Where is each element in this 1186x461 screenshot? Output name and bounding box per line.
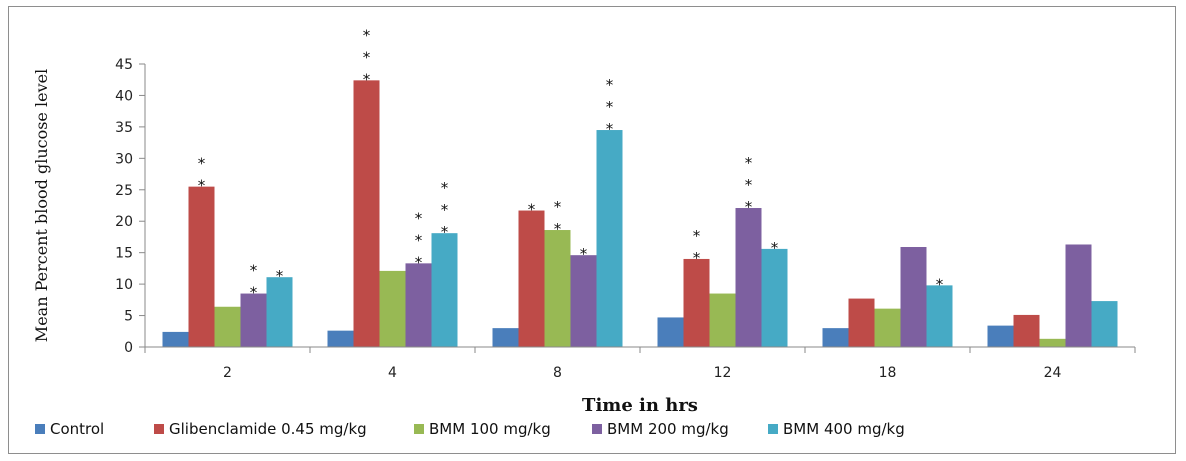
bar [162,331,189,347]
legend: Control Glibenclamide 0.45 mg/kg BMM 100 m… [35,420,905,438]
x-axis-title: Time in hrs [582,395,698,416]
bar [735,208,762,347]
x-tick-label: 24 [1044,365,1062,381]
bar [1013,314,1040,347]
bar [214,306,241,347]
bar [848,298,875,347]
bar [188,186,215,347]
bar [327,330,354,347]
x-axis-ticks: 2 4 8 12 18 24 [144,347,1136,381]
significance-star: * [554,198,562,216]
significance-star: * [580,245,588,263]
bar [822,328,849,347]
bar-series-group [162,80,1118,348]
legend-item: BMM 100 mg/kg [414,420,551,438]
legend-swatch [414,424,424,434]
y-tick-label: 30 [115,151,133,167]
bar [353,80,380,348]
significance-star: * [745,154,753,172]
significance-star: * [693,227,701,245]
chart-frame: Mean Percent blood glucose level 0 5 10 15 2… [8,6,1176,454]
bar [761,248,788,347]
bar [431,233,458,347]
significance-marks: * * * * * * * * * * * * * * * * * * * * * * * * * * * * [198,26,944,301]
bar [1039,338,1066,347]
legend-item: Glibenclamide 0.45 mg/kg [154,420,367,438]
y-tick-label: 20 [115,214,133,230]
significance-star: * [198,155,206,173]
bar [570,255,597,347]
legend-swatch [35,424,45,434]
significance-star: * [936,275,944,293]
legend-label: Glibenclamide 0.45 mg/kg [169,420,367,438]
bar [492,328,519,347]
bar-chart: Mean Percent blood glucose level 0 5 10 15 2… [32,26,1136,438]
bar [900,247,927,347]
legend-label: BMM 400 mg/kg [783,420,905,438]
y-axis-ticks: 0 5 10 15 20 25 30 35 40 45 [115,57,145,356]
significance-star: * [415,209,423,227]
y-tick-label: 25 [115,183,133,199]
significance-star: * [606,98,614,116]
legend-swatch [154,424,164,434]
significance-star: * [441,201,449,219]
y-tick-label: 15 [115,246,133,262]
significance-star: * [363,70,371,88]
x-tick-label: 4 [388,365,397,381]
y-axis-title: Mean Percent blood glucose level [32,69,51,342]
bar [518,210,545,347]
x-tick-label: 8 [553,365,562,381]
bar [657,317,684,347]
bar [544,230,571,347]
y-tick-label: 35 [115,120,133,136]
legend-item: BMM 200 mg/kg [592,420,729,438]
y-tick-label: 40 [115,88,133,104]
bar [709,293,736,347]
significance-star: * [198,177,206,195]
legend-item: BMM 400 mg/kg [768,420,905,438]
y-axis-title-group: Mean Percent blood glucose level [32,69,51,342]
significance-star: * [250,262,258,280]
bar [926,285,953,347]
y-tick-label: 10 [115,277,133,293]
bar [874,308,901,347]
significance-star: * [554,220,562,238]
bar [266,277,293,347]
x-tick-label: 12 [714,365,732,381]
significance-star: * [415,231,423,249]
x-tick-label: 2 [223,365,232,381]
significance-star: * [441,223,449,241]
bar [596,130,623,347]
significance-star: * [250,284,258,302]
significance-star: * [441,179,449,197]
y-tick-label: 0 [124,340,133,356]
bar [405,263,432,347]
significance-star: * [771,239,779,257]
bar [1065,244,1092,347]
significance-star: * [415,253,423,271]
bar [683,258,710,347]
significance-star: * [606,120,614,138]
significance-star: * [606,76,614,94]
legend-item: Control [35,420,104,438]
bar [240,293,267,347]
significance-star: * [745,176,753,194]
bar [987,325,1014,347]
y-tick-label: 45 [115,57,133,73]
significance-star: * [276,267,284,285]
significance-star: * [745,198,753,216]
legend-label: BMM 100 mg/kg [429,420,551,438]
legend-swatch [768,424,778,434]
legend-label: BMM 200 mg/kg [607,420,729,438]
bar [379,270,406,347]
legend-swatch [592,424,602,434]
y-tick-label: 5 [124,309,133,325]
legend-label: Control [50,420,104,438]
significance-star: * [528,201,536,219]
significance-star: * [363,26,371,44]
bar [1091,301,1118,347]
significance-star: * [693,249,701,267]
x-tick-label: 18 [879,365,897,381]
significance-star: * [363,48,371,66]
